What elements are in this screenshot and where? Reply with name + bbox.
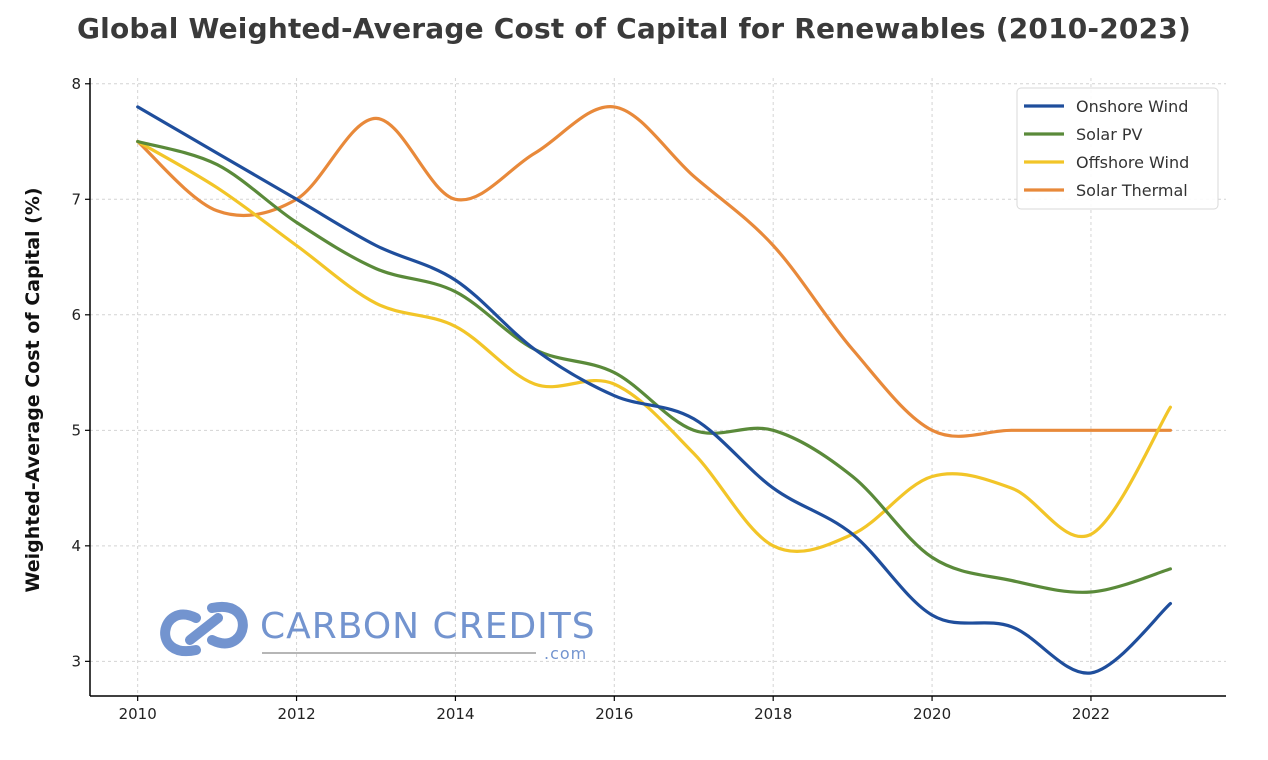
axes: 3 4 5 6 7 8 2010 2012 2014 2016 2018 2020 2022	[71, 75, 1226, 723]
legend-label: Offshore Wind	[1076, 153, 1189, 172]
x-tick-label: 2010	[119, 705, 157, 723]
y-tick-label: 6	[71, 306, 81, 324]
series-line-solar-pv	[136, 139, 1172, 594]
watermark-brand-text: CARBON CREDITS	[260, 606, 596, 647]
carbon-credits-watermark: CARBON CREDITS .com	[160, 601, 596, 663]
y-tick-label: 5	[71, 421, 81, 439]
legend: Onshore Wind Solar PV Offshore Wind Solar T…	[1016, 87, 1219, 210]
series-lines	[136, 105, 1172, 675]
watermark-sub-text: .com	[544, 644, 587, 663]
y-tick-label: 3	[71, 652, 81, 670]
legend-label: Solar PV	[1076, 125, 1143, 144]
carbon-credits-logo-icon	[160, 601, 248, 657]
x-tick-label: 2014	[436, 705, 474, 723]
series-line-solar-thermal	[136, 105, 1172, 438]
series-line-offshore-wind	[136, 139, 1172, 554]
x-tick-label: 2012	[277, 705, 315, 723]
y-tick-label: 7	[71, 190, 81, 208]
y-tick-label: 8	[71, 75, 81, 93]
x-tick-label: 2016	[595, 705, 633, 723]
x-tick-label: 2022	[1072, 705, 1110, 723]
x-tick-label: 2018	[754, 705, 792, 723]
legend-box	[1016, 87, 1219, 210]
legend-label: Solar Thermal	[1076, 181, 1188, 200]
y-tick-label: 4	[71, 537, 81, 555]
chart-title: Global Weighted-Average Cost of Capital …	[77, 12, 1191, 45]
series-line-onshore-wind	[136, 105, 1172, 675]
x-tick-label: 2020	[913, 705, 951, 723]
y-axis-label: Weighted-Average Cost of Capital (%)	[22, 187, 44, 592]
legend-label: Onshore Wind	[1076, 97, 1188, 116]
grid	[90, 78, 1226, 696]
